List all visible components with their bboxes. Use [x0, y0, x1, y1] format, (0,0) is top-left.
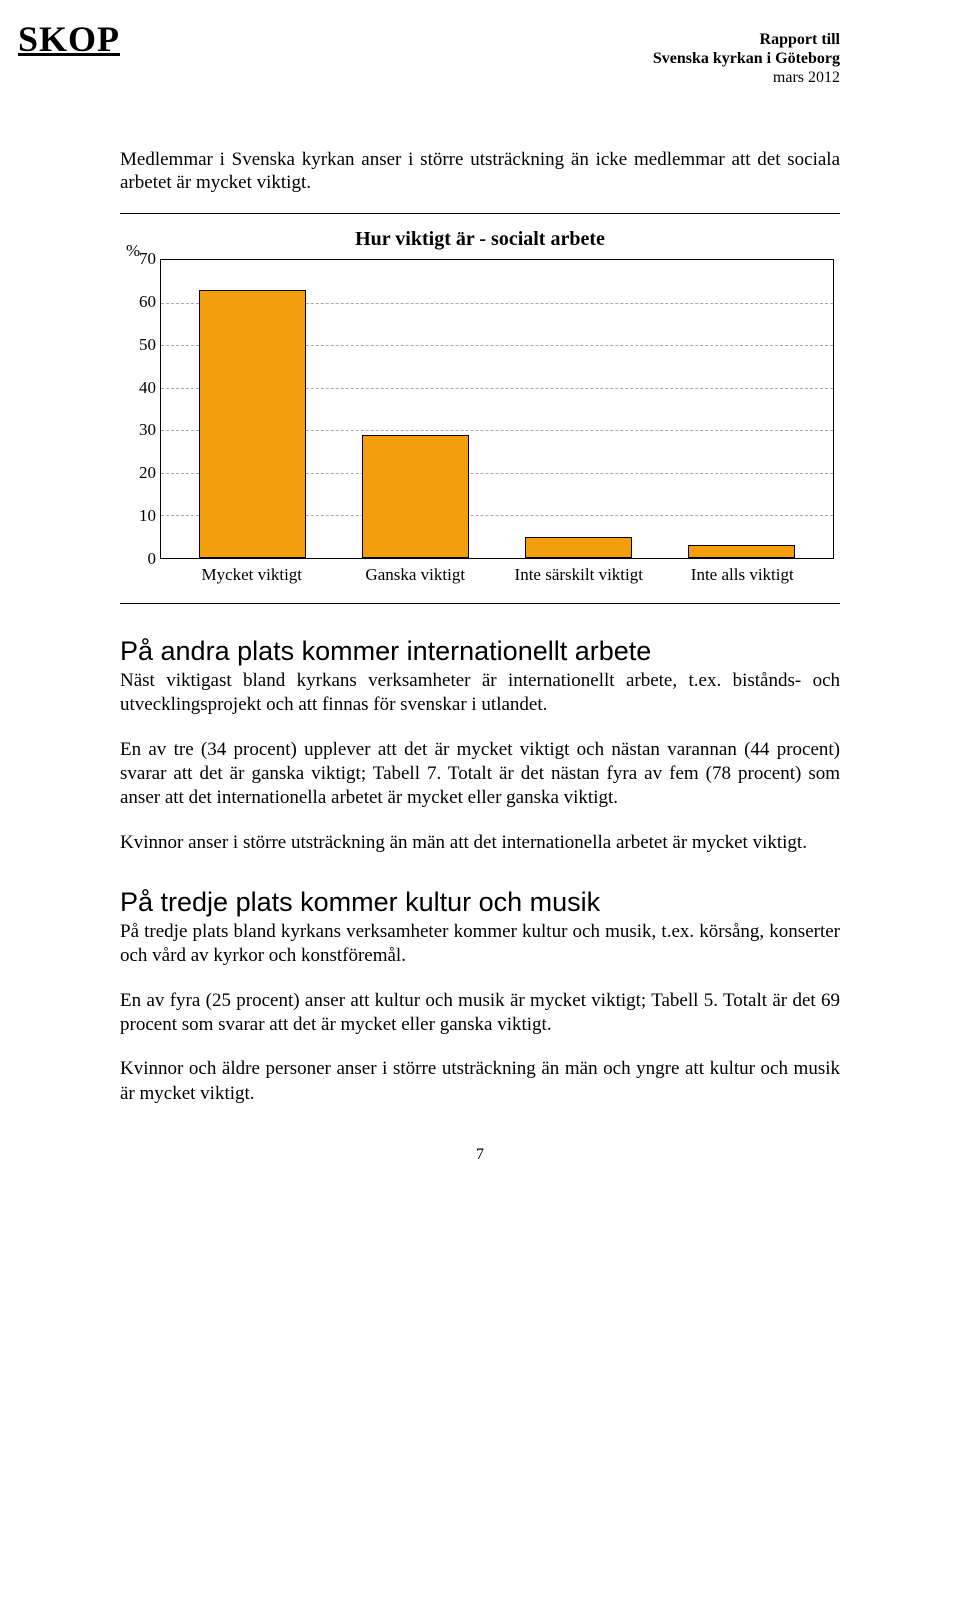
- section-1-p2: En av tre (34 procent) upplever att det …: [120, 738, 840, 811]
- section-2-heading: På tredje plats kommer kultur och musik: [120, 887, 840, 918]
- y-tick-label: 40: [126, 378, 156, 398]
- y-tick-label: 70: [126, 249, 156, 269]
- chart-box: % 010203040506070: [120, 259, 840, 559]
- report-header-line3: mars 2012: [120, 68, 840, 87]
- section-2-p2: En av fyra (25 procent) anser att kultur…: [120, 989, 840, 1038]
- y-tick-label: 0: [126, 549, 156, 569]
- y-tick-label: 10: [126, 506, 156, 526]
- page-number: 7: [120, 1146, 840, 1164]
- y-tick-label: 20: [126, 463, 156, 483]
- divider-top: [120, 213, 840, 214]
- bar: [199, 290, 307, 558]
- report-header-line1: Rapport till: [120, 30, 840, 49]
- bar-slot: [497, 260, 660, 558]
- section-2-p1: På tredje plats bland kyrkans verksamhet…: [120, 920, 840, 969]
- y-tick-label: 30: [126, 420, 156, 440]
- plot-area: [160, 259, 834, 559]
- bar-slot: [334, 260, 497, 558]
- bar-slot: [660, 260, 823, 558]
- chart: Hur viktigt är - socialt arbete % 010203…: [120, 228, 840, 585]
- x-axis-label: Mycket viktigt: [170, 565, 334, 585]
- y-tick-label: 50: [126, 335, 156, 355]
- divider-bottom: [120, 603, 840, 604]
- y-axis: % 010203040506070: [126, 259, 156, 559]
- x-axis-label: Inte särskilt viktigt: [497, 565, 661, 585]
- report-header: Rapport till Svenska kyrkan i Göteborg m…: [120, 30, 840, 88]
- x-axis-labels: Mycket viktigtGanska viktigtInte särskil…: [160, 559, 834, 585]
- report-header-line2: Svenska kyrkan i Göteborg: [120, 49, 840, 68]
- x-axis-label: Inte alls viktigt: [661, 565, 825, 585]
- bar: [688, 545, 796, 558]
- section-2-p3: Kvinnor och äldre personer anser i störr…: [120, 1057, 840, 1106]
- section-1-p1: Näst viktigast bland kyrkans verksamhete…: [120, 669, 840, 718]
- bar: [525, 537, 633, 558]
- section-1-p3: Kvinnor anser i större utsträckning än m…: [120, 831, 840, 855]
- bar-slot: [171, 260, 334, 558]
- brand-logo: SKOP: [18, 18, 120, 60]
- bar: [362, 435, 470, 558]
- intro-paragraph: Medlemmar i Svenska kyrkan anser i störr…: [120, 148, 840, 196]
- y-tick-label: 60: [126, 292, 156, 312]
- section-1-heading: På andra plats kommer internationellt ar…: [120, 636, 840, 667]
- x-axis-label: Ganska viktigt: [334, 565, 498, 585]
- chart-title: Hur viktigt är - socialt arbete: [120, 228, 840, 251]
- bars-row: [161, 260, 833, 558]
- page-container: SKOP Rapport till Svenska kyrkan i Göteb…: [0, 0, 960, 1214]
